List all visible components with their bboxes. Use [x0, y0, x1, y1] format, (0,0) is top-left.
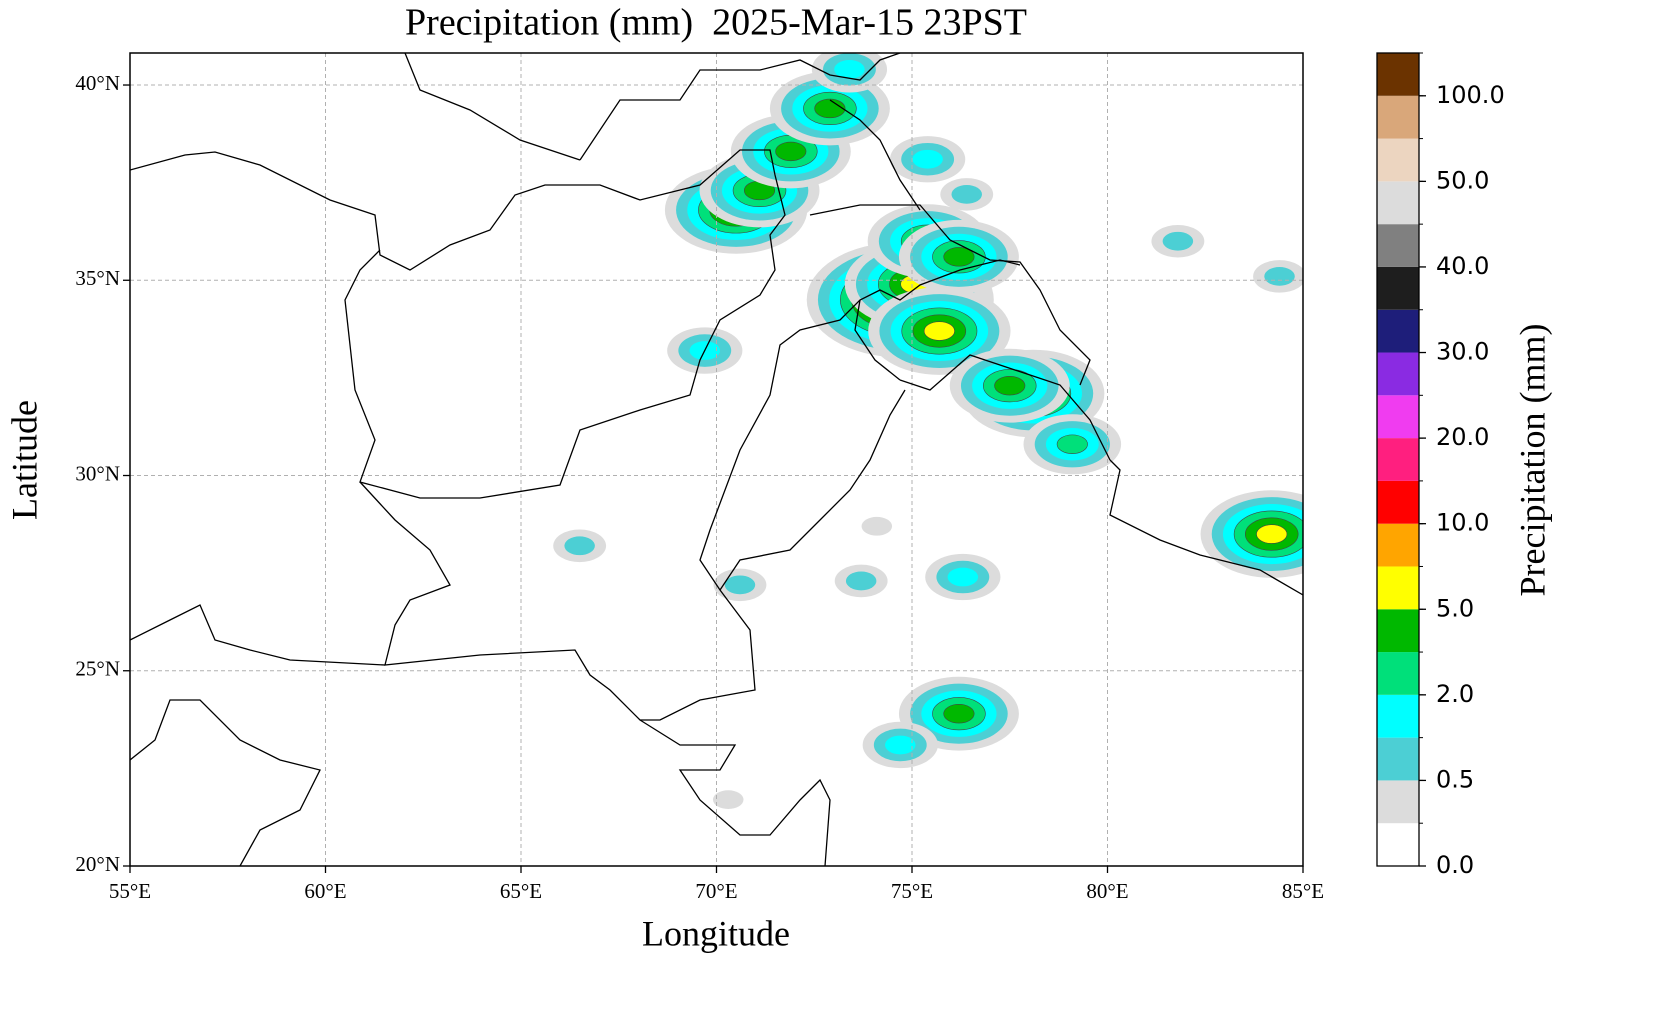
colorbar-segment [1377, 694, 1419, 738]
border [359, 259, 1021, 721]
border [579, 53, 901, 161]
x-tick-label: 85°E [1282, 879, 1324, 903]
colorbar-segment [1377, 352, 1419, 396]
border [829, 99, 921, 211]
precip-contour [943, 247, 975, 267]
colorbar-segment [1377, 566, 1419, 610]
colorbar-frame [1376, 52, 1420, 867]
precip-contour [947, 567, 979, 587]
coastline [130, 604, 386, 666]
x-tick-label: 55°E [109, 879, 151, 903]
precip-contour [885, 735, 916, 755]
colorbar-tick-label: 5.0 [1436, 594, 1474, 622]
border [1109, 459, 1303, 596]
colorbar-segment [1377, 523, 1419, 567]
x-axis-label: Longitude [642, 913, 790, 953]
precip-contour [923, 321, 955, 341]
colorbar-segment [1377, 309, 1419, 353]
grid [129, 53, 1304, 867]
colorbar-tick-label: 100.0 [1436, 81, 1505, 109]
precip-contour [775, 141, 807, 162]
colorbar-segment [1377, 395, 1419, 439]
colorbar-tick-label: 50.0 [1436, 166, 1489, 194]
colorbar-tick-label: 30.0 [1436, 338, 1489, 366]
precip-contour [1162, 231, 1194, 251]
colorbar: 0.0 0.5 2.0 5.0 10.0 20.0 30.0 40.0 50.0 100.0 [1376, 52, 1505, 879]
colorbar-tick-label: 20.0 [1436, 423, 1489, 451]
colorbar-tick-label: 10.0 [1436, 509, 1489, 537]
precip-contour [724, 575, 756, 595]
y-axis-label: Latitude [4, 400, 44, 520]
precip-contour [943, 704, 975, 724]
x-tick-label: 65°E [500, 879, 542, 903]
coastline [130, 699, 321, 866]
colorbar-segment [1377, 53, 1419, 96]
border [854, 299, 901, 381]
colorbar-tick-label: 2.0 [1436, 680, 1474, 708]
axes: 55°E 60°E 65°E 70°E 75°E 80°E 85°E 20°N 25°N 30°N… [75, 71, 1324, 903]
precip-contour [712, 790, 744, 810]
colorbar-label: Precipitation (mm) [1512, 324, 1552, 597]
y-tick-label: 25°N [75, 657, 120, 681]
map-title: Precipitation (mm) 2025-Mar-15 23PST [405, 2, 1027, 44]
x-tick-label: 75°E [891, 879, 933, 903]
colorbar-segment [1377, 438, 1419, 481]
colorbar-segment [1377, 823, 1419, 866]
colorbar-segment [1377, 480, 1419, 524]
precip-contour [912, 149, 943, 169]
borders [130, 53, 1303, 866]
x-tick-label: 70°E [695, 879, 737, 903]
y-tick-label: 20°N [75, 852, 120, 876]
colorbar-segment [1377, 224, 1419, 267]
y-tick-label: 30°N [75, 461, 120, 485]
border [809, 204, 1091, 386]
precip-contour [861, 516, 893, 536]
precip-contour [1056, 434, 1088, 454]
colorbar-segment [1377, 737, 1419, 781]
border [404, 53, 581, 161]
colorbar-tick-label: 0.5 [1436, 765, 1474, 793]
border [130, 149, 786, 499]
colorbar-segment [1377, 138, 1419, 182]
colorbar-tick-label: 0.0 [1436, 851, 1474, 879]
colorbar-segment [1377, 266, 1419, 310]
precip-contour [845, 571, 877, 591]
colorbar-segment [1377, 652, 1419, 695]
border [899, 354, 1111, 461]
precip-contour [834, 60, 865, 79]
x-tick-label: 80°E [1086, 879, 1128, 903]
coastline [639, 719, 831, 866]
precipitation-layer [553, 53, 1303, 810]
colorbar-tick-label: 40.0 [1436, 252, 1489, 280]
colorbar-segment [1377, 95, 1419, 139]
precip-contour [814, 98, 846, 119]
y-tick-label: 40°N [75, 71, 120, 95]
precip-contour [951, 184, 982, 204]
precip-contour [1264, 266, 1295, 286]
colorbar-segment [1377, 181, 1419, 225]
precip-contour [994, 376, 1026, 396]
precip-contour [1256, 524, 1288, 544]
y-tick-label: 35°N [75, 266, 120, 290]
colorbar-segment [1377, 780, 1419, 824]
colorbar-segment [1377, 609, 1419, 653]
precip-contour [564, 536, 595, 556]
x-tick-label: 60°E [304, 879, 346, 903]
border [719, 389, 906, 591]
